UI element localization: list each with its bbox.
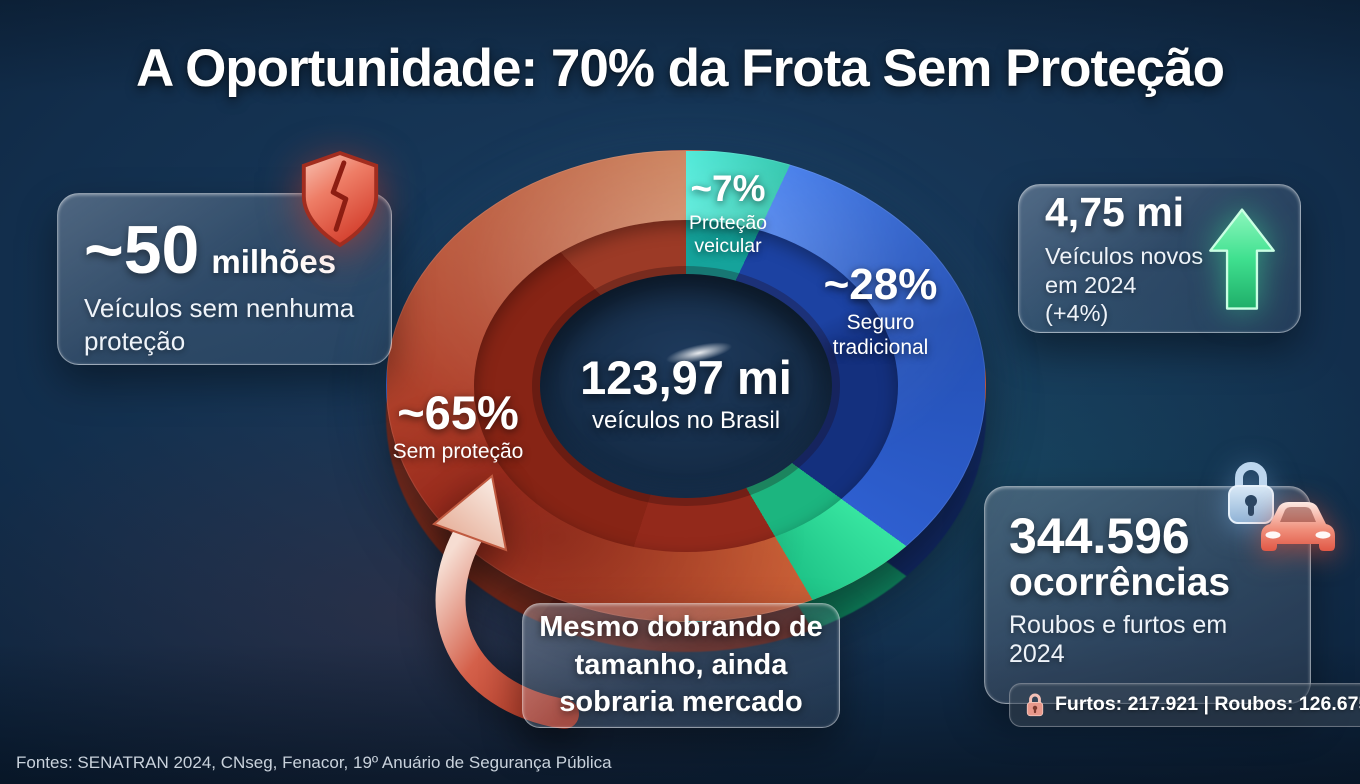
new-vehicles-label-line2: em 2024 (+4%) <box>1045 271 1137 327</box>
unprotected-unit: milhões <box>211 243 337 280</box>
segment-label-sem-protecao: ~65% Sem proteção <box>378 388 538 465</box>
callout-line1: Mesmo dobrando de <box>539 610 823 643</box>
car-icon <box>1256 498 1340 556</box>
trend-up-arrow-icon <box>1204 204 1280 316</box>
small-padlock-icon <box>1025 692 1045 718</box>
segment-name: Proteção veicular <box>688 211 768 257</box>
new-vehicles-text: 4,75 mi Veículos novos em 2024 (+4%) <box>1045 189 1204 328</box>
donut-hole <box>540 274 832 498</box>
total-vehicles-value: 123,97 mi <box>580 351 792 405</box>
curved-arrow <box>432 474 579 729</box>
segment-pct: ~28% <box>823 260 938 309</box>
new-vehicles-value: 4,75 mi <box>1045 189 1185 235</box>
segment-pct: ~7% <box>690 168 766 209</box>
unprotected-value-row: ~50 milhões <box>84 216 365 284</box>
donut-center-label: 123,97 mi veículos no Brasil <box>536 342 836 446</box>
sources-footer: Fontes: SENATRAN 2024, CNseg, Fenacor, 1… <box>16 753 612 772</box>
callout-line3: sobraria mercado <box>559 686 803 719</box>
segment-name: Seguro tradicional <box>832 311 929 359</box>
segment-pct: ~65% <box>397 386 519 439</box>
new-vehicles-label-line1: Veículos novos <box>1045 243 1204 270</box>
occurrences-breakdown-badge: Furtos: 217.921 | Roubos: 126.675 <box>1009 682 1360 727</box>
new-vehicles-card: 4,75 mi Veículos novos em 2024 (+4%) <box>1018 184 1301 333</box>
occurrences-value: 344.596 <box>1009 508 1190 564</box>
padlock-icon <box>1224 458 1278 532</box>
page-title: A Oportunidade: 70% da Frota Sem Proteçã… <box>136 39 1225 98</box>
total-vehicles-label: veículos no Brasil <box>591 406 781 434</box>
callout-card: Mesmo dobrando de tamanho, ainda sobrari… <box>522 603 840 728</box>
segment-name: Sem proteção <box>392 440 524 464</box>
unprotected-label: Veículos sem nenhuma proteção <box>84 293 355 357</box>
unprotected-value: ~50 <box>84 212 200 288</box>
segment-label-seguro-tradicional: ~28% Seguro tradicional <box>798 260 963 361</box>
occurrences-unit: ocorrências <box>1009 561 1231 604</box>
broken-shield-icon <box>296 148 384 254</box>
occurrences-label: Roubos e furtos em 2024 <box>1009 610 1228 668</box>
segment-label-protecao-veicular: ~7% Proteção veicular <box>648 168 808 258</box>
occurrences-breakdown-text: Furtos: 217.921 | Roubos: 126.675 <box>1055 693 1360 716</box>
new-vehicles-label: Veículos novos em 2024 (+4%) <box>1045 242 1204 328</box>
callout-line2: tamanho, ainda <box>574 648 788 681</box>
